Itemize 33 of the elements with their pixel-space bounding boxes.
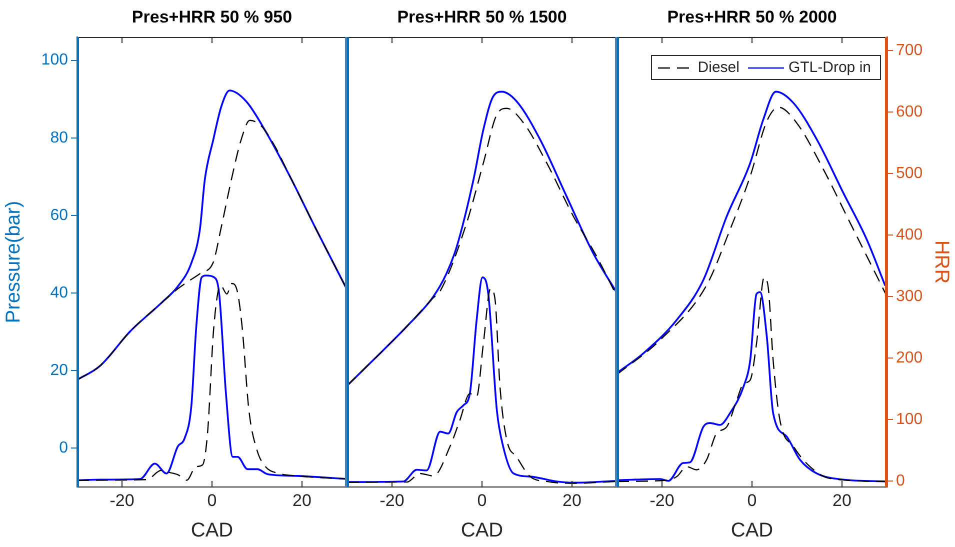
y2-tick-label: 400 (896, 226, 923, 244)
y2-tick-label: 100 (896, 410, 923, 428)
y2-tick-label: 0 (896, 472, 905, 490)
x-tick-label: 20 (562, 490, 582, 510)
chart-title: Pres+HRR 50 % 950 (132, 8, 292, 27)
x-tick-label: 20 (292, 490, 312, 510)
x-axis-title: CAD (730, 520, 774, 542)
x-axis-title: CAD (460, 520, 504, 542)
y-tick-label: 100 (41, 52, 68, 69)
y2-tick-label: 600 (896, 103, 923, 120)
y2-axis-title: HRR (930, 240, 952, 284)
legend-label: GTL-Drop in (788, 59, 871, 76)
y-tick-label: 80 (50, 129, 68, 146)
chart-title: Pres+HRR 50 % 1500 (397, 8, 567, 27)
x-tick-label: 0 (747, 490, 757, 510)
y2-tick-label: 700 (896, 42, 923, 59)
legend-label: Diesel (698, 59, 740, 76)
y2-tick-label: 200 (896, 349, 923, 366)
x-axis-title: CAD (190, 520, 234, 542)
y2-tick-label: 500 (896, 164, 923, 182)
x-tick-label: 0 (477, 490, 487, 510)
x-tick-label: -20 (110, 490, 134, 510)
y-axis-title: Pressure(bar) (2, 200, 25, 324)
y-tick-label: 20 (50, 362, 68, 380)
y-tick-label: 40 (50, 284, 68, 302)
y2-tick-label: 300 (896, 288, 923, 305)
x-tick-label: -20 (650, 490, 674, 510)
y-tick-label: 60 (50, 206, 68, 224)
x-tick-label: 20 (832, 490, 852, 510)
chart-title: Pres+HRR 50 % 2000 (667, 8, 837, 27)
x-tick-label: 0 (207, 490, 217, 510)
x-tick-label: -20 (380, 490, 404, 510)
y-tick-label: 0 (59, 440, 68, 457)
